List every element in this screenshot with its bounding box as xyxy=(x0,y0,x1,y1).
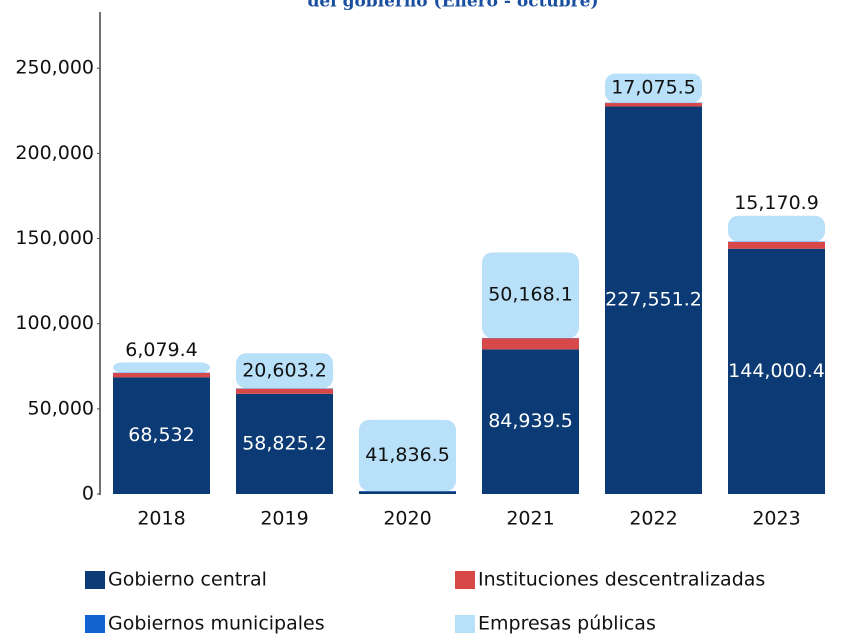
y-tick-label: 50,000 xyxy=(28,397,94,419)
bar-segment xyxy=(113,377,210,494)
x-tick-label: 2023 xyxy=(752,508,800,530)
legend-swatch xyxy=(85,571,105,589)
bar-segment xyxy=(236,393,333,494)
bar-segment xyxy=(605,106,702,494)
data-label: 58,825.2 xyxy=(242,432,327,454)
legend-swatch xyxy=(85,615,105,633)
x-tick-label: 2018 xyxy=(137,508,185,530)
data-label: 15,170.9 xyxy=(734,192,819,214)
data-label: 227,551.2 xyxy=(605,289,702,311)
bar-segment xyxy=(482,349,579,494)
x-tick-label: 2021 xyxy=(506,508,554,530)
data-label: 6,079.4 xyxy=(125,339,198,361)
bar-segment xyxy=(605,103,702,107)
data-label: 84,939.5 xyxy=(488,410,573,432)
chart-title: del gobierno (Enero - octubre) xyxy=(307,0,598,12)
y-tick-label: 0 xyxy=(82,483,94,505)
bar-segment xyxy=(728,248,825,494)
data-label: 50,168.1 xyxy=(488,284,573,306)
data-label: 17,075.5 xyxy=(611,77,696,99)
bar-segment xyxy=(359,491,456,494)
y-tick-label: 200,000 xyxy=(15,142,94,164)
bar-segment xyxy=(728,241,825,249)
bar-segment xyxy=(113,362,210,373)
bar-segment xyxy=(236,353,333,389)
x-tick-label: 2022 xyxy=(629,508,677,530)
data-label: 68,532 xyxy=(128,424,194,446)
bar-segment xyxy=(605,73,702,103)
legend-label: Empresas públicas xyxy=(478,613,656,635)
legend-swatch xyxy=(455,571,475,589)
legend-label: Instituciones descentralizadas xyxy=(478,569,765,591)
y-tick-label: 100,000 xyxy=(15,312,94,334)
bar-segment xyxy=(728,215,825,242)
bar-segment xyxy=(359,419,456,492)
y-tick-label: 250,000 xyxy=(15,57,94,79)
bar-segment xyxy=(236,388,333,394)
legend-swatch xyxy=(455,615,475,633)
data-label: 41,836.5 xyxy=(365,444,450,466)
bar-segment xyxy=(482,252,579,338)
legend-label: Gobierno central xyxy=(108,569,267,591)
legend-label: Gobiernos municipales xyxy=(108,613,325,635)
bar-segment xyxy=(482,338,579,350)
x-tick-label: 2020 xyxy=(383,508,431,530)
data-label: 144,000.4 xyxy=(728,360,825,382)
x-tick-label: 2019 xyxy=(260,508,308,530)
data-label: 20,603.2 xyxy=(242,359,327,381)
y-tick-label: 150,000 xyxy=(15,227,94,249)
bar-segment xyxy=(113,373,210,378)
